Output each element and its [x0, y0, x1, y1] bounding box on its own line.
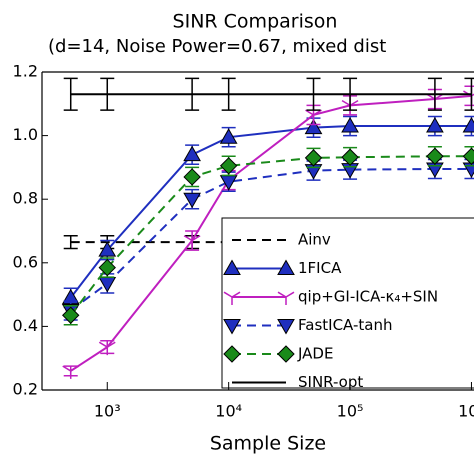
data-point	[304, 118, 323, 135]
series-line	[69, 155, 472, 316]
data-point	[98, 276, 117, 293]
data-point	[98, 241, 117, 257]
x-tick-label: 10³	[94, 402, 121, 421]
data-point	[341, 117, 359, 133]
legend-marker	[223, 345, 241, 363]
data-point	[98, 341, 116, 356]
y-tick-label: 1.2	[13, 62, 38, 81]
error-bar	[221, 77, 236, 111]
data-point	[62, 365, 80, 379]
x-axis-label: Sample Size	[210, 433, 326, 455]
data-point	[463, 90, 474, 104]
plot-area	[61, 77, 474, 379]
data-point	[305, 109, 322, 123]
data-point	[341, 148, 359, 166]
data-point	[183, 168, 201, 186]
data-point	[426, 147, 444, 165]
error-bar	[100, 77, 115, 111]
y-tick-label: 0.6	[13, 252, 38, 271]
data-point	[183, 145, 201, 162]
legend-marker	[223, 259, 241, 275]
legend-label: Ainv	[298, 231, 331, 249]
y-tick-label: 0.2	[13, 380, 38, 399]
data-point	[98, 258, 116, 277]
data-point	[219, 157, 238, 175]
legend-label: SINR-opt	[298, 373, 363, 391]
y-tick-label: 0.8	[13, 189, 38, 208]
legend-marker	[223, 319, 241, 335]
error-bar	[63, 77, 78, 111]
series-line	[70, 167, 472, 312]
data-point	[183, 192, 201, 209]
legend-label: FastICA-tanh	[298, 316, 392, 334]
x-tick-label: 10⁴	[215, 402, 242, 421]
error-bar	[464, 77, 474, 111]
legend-label: qip+GI-ICA-κ₄+SIN	[298, 288, 438, 306]
y-tick-label: 0.4	[13, 316, 38, 335]
legend-label: JADE	[297, 345, 333, 363]
data-point	[62, 306, 80, 324]
error-bar	[63, 235, 78, 250]
series-line	[69, 125, 472, 299]
legend-marker	[277, 345, 295, 363]
y-tick-label: 1.0	[13, 125, 38, 144]
data-point	[183, 235, 201, 249]
data-point	[219, 128, 238, 144]
chart-title: SINR Comparison	[173, 11, 338, 33]
series-line	[70, 94, 472, 372]
error-bar	[185, 77, 200, 111]
x-tick-label: 10⁵	[337, 402, 364, 421]
chart-subtitle: (d=14, Noise Power=0.67, mixed dist	[48, 36, 386, 57]
data-point	[426, 117, 444, 133]
legend-marker	[277, 319, 295, 335]
data-point	[462, 147, 474, 165]
data-point	[304, 149, 323, 167]
legend-marker	[277, 259, 295, 275]
data-point	[462, 117, 474, 133]
legend-marker	[223, 291, 241, 305]
error-bar	[427, 77, 442, 111]
x-tick-label: 10⁶	[458, 402, 474, 421]
error-bar	[343, 77, 358, 111]
legend-box	[221, 217, 474, 389]
error-bar	[306, 77, 321, 111]
legend-label: 1FICA	[298, 259, 342, 277]
legend-marker	[277, 291, 295, 305]
legend: Ainv 1FICA qip+GI-ICA-κ₄+SIN FastICA-tanh JA…	[221, 217, 474, 391]
